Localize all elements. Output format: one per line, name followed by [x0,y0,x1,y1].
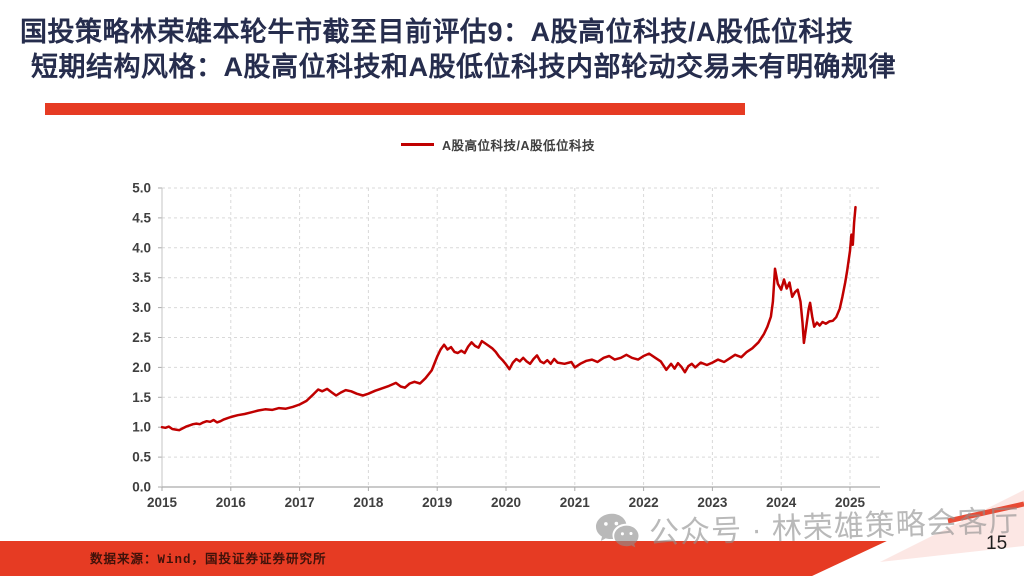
page-title: 国投策略林荣雄本轮牛市截至目前评估9：A股高位科技/A股低位科技 短期结构风格：… [20,15,896,85]
y-tick-label: 3.5 [132,270,151,285]
x-tick-label: 2017 [285,495,315,510]
footer-red-band [0,541,887,576]
x-tick-label: 2021 [560,495,591,510]
y-tick-label: 0.0 [132,480,151,495]
y-tick-label: 2.5 [132,330,151,345]
x-tick-label: 2022 [629,495,659,510]
x-tick-label: 2020 [491,495,521,510]
y-tick-label: 2.0 [132,360,151,375]
y-tick-label: 3.0 [132,300,151,315]
x-tick-label: 2023 [697,495,728,510]
watermark: 公众号 · 林荣雄策略会客厅 [593,496,1020,555]
title-underline-bar [45,103,745,115]
y-tick-label: 1.0 [132,420,151,435]
y-tick-label: 1.5 [132,390,151,405]
title-line-1: 国投策略林荣雄本轮牛市截至目前评估9：A股高位科技/A股低位科技 [20,17,854,47]
y-tick-label: 0.5 [132,450,151,465]
x-tick-label: 2016 [216,495,247,510]
y-tick-label: 4.0 [132,240,151,255]
legend-line-marker-icon [400,143,434,146]
x-tick-label: 2024 [766,495,797,510]
legend-label: A股高位科技/A股低位科技 [441,139,596,153]
x-tick-label: 2019 [422,495,452,510]
x-tick-label: 2015 [147,495,178,510]
data-source-note: 数据来源：Wind，国投证券证券研究所 [90,553,327,567]
x-tick-label: 2018 [353,495,384,510]
chart-legend: A股高位科技/A股低位科技 [0,135,1010,154]
y-tick-label: 4.5 [132,210,151,225]
page-number: 15 [986,533,1008,554]
series-line [160,205,857,432]
wechat-icon [595,513,639,548]
title-line-2: 短期结构风格：A股高位科技和A股低位科技内部轮动交易未有明确规律 [31,52,896,82]
y-tick-label: 5.0 [132,181,151,196]
x-tick-label: 2025 [835,495,866,510]
